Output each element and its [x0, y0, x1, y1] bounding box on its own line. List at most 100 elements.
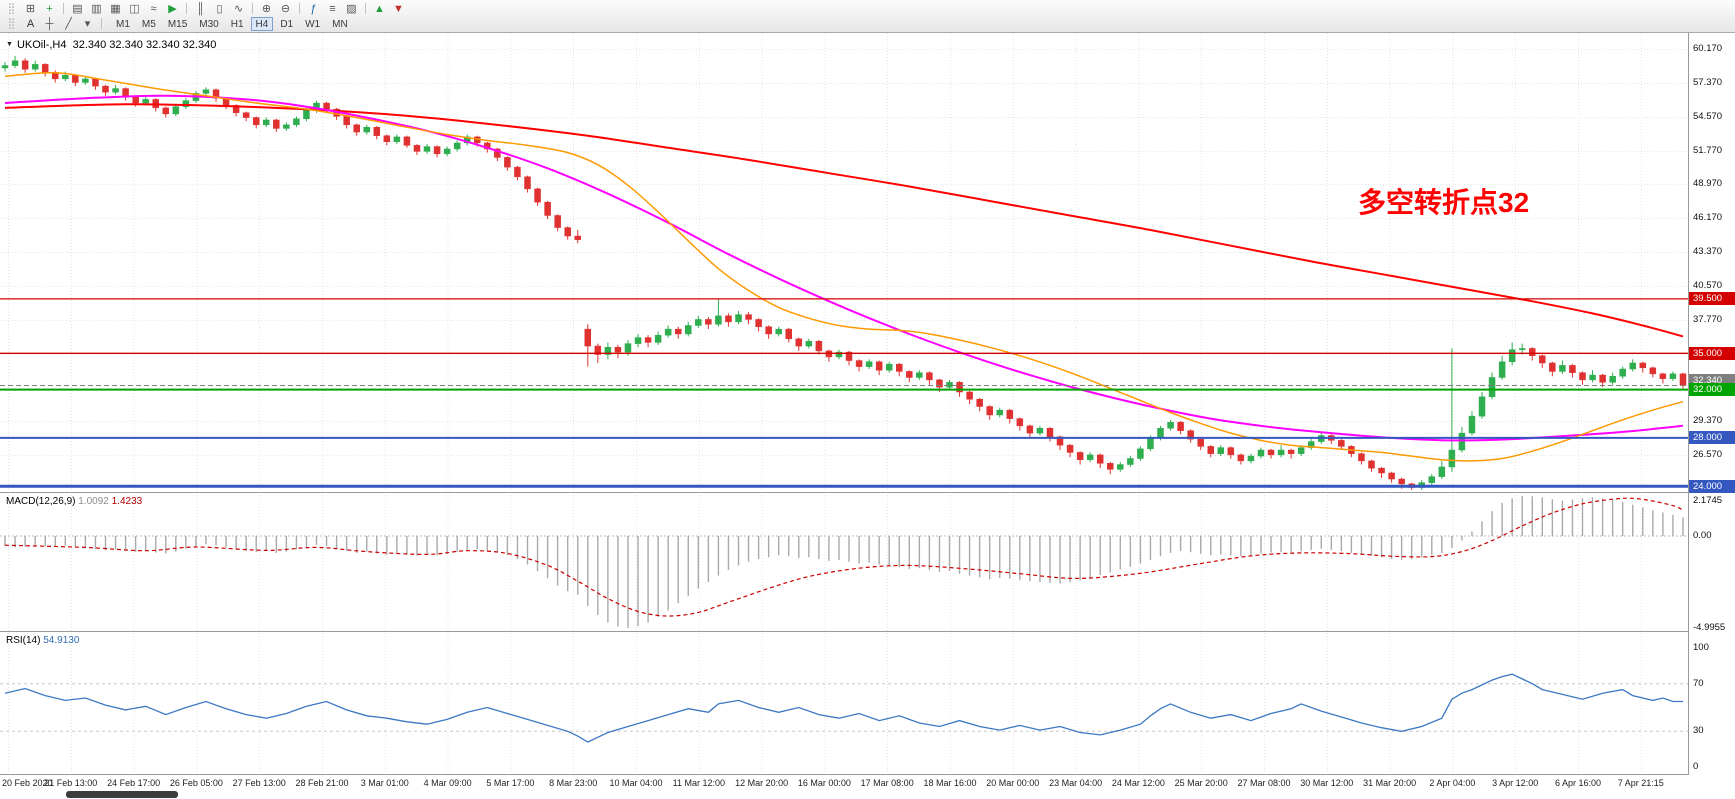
candle-down	[1006, 408, 1014, 424]
candle-up	[1428, 474, 1436, 487]
sell-marker-icon[interactable]: ▼	[393, 2, 404, 15]
chart-canvas[interactable]	[0, 33, 1735, 775]
macd-scale-label: 0.00	[1693, 530, 1712, 541]
candle-down	[976, 398, 983, 412]
candle-down	[1046, 427, 1054, 442]
candle-down	[1177, 421, 1184, 435]
candle-down	[926, 371, 933, 385]
navigator-icon[interactable]: ▦	[110, 2, 121, 15]
new-order-icon[interactable]: +	[46, 2, 53, 15]
data-window-icon[interactable]: ▥	[91, 2, 102, 15]
candle-down	[1659, 372, 1667, 384]
time-scale-label: 6 Apr 16:00	[1554, 778, 1602, 788]
candle-down	[705, 317, 712, 330]
drawing-tools-dropdown-icon[interactable]: ▾	[84, 17, 91, 30]
candle-down	[273, 118, 280, 133]
candle-up	[1438, 460, 1446, 480]
candle-down	[1388, 471, 1395, 483]
candle-down	[815, 340, 823, 355]
time-scale-label: 23 Mar 04:00	[1049, 778, 1103, 788]
macd-signal-value: 1.4233	[111, 496, 143, 507]
candle-up	[363, 124, 370, 135]
time-scale-label: 28 Feb 21:00	[295, 778, 349, 788]
timeframe-H4[interactable]: H4	[250, 16, 274, 31]
candle-down	[574, 229, 581, 244]
candle-down	[514, 165, 521, 181]
macd-indicator-label: MACD(12,26,9) 1.0092 1.4233	[6, 496, 142, 507]
candle-down	[745, 312, 752, 325]
bar-chart-icon[interactable]: ║	[196, 2, 205, 15]
buy-marker-icon[interactable]: ▲	[374, 2, 385, 15]
timeframe-M5[interactable]: M5	[141, 18, 156, 30]
candle-down	[795, 337, 803, 351]
time-scale-label: 10 Mar 04:00	[609, 778, 663, 788]
candle-up	[805, 338, 813, 349]
candle-down	[122, 87, 129, 101]
candle-up	[393, 134, 401, 145]
time-scale-label: 27 Feb 13:00	[232, 778, 286, 788]
price-badge-35.000: 35.000	[1689, 346, 1735, 360]
crosshair-tool-icon[interactable]: ┼	[45, 17, 54, 30]
zoom-in-icon[interactable]: ⊕	[261, 2, 272, 15]
candle-up	[1478, 391, 1486, 419]
candle-down	[1107, 462, 1114, 475]
strategy-tester-icon[interactable]: ≈	[150, 2, 157, 15]
candle-up	[735, 310, 742, 325]
drawing-tools-group: ⣿ A ┼ ╱ ▾	[2, 17, 97, 31]
candle-up	[1117, 462, 1124, 472]
time-axis[interactable]: 20 Feb 2020 21 Feb 13:00 24 Feb 17:00 26 Fe…	[0, 775, 1735, 799]
candle-down	[41, 63, 49, 77]
candle-up	[82, 76, 89, 85]
candlestick-chart-icon[interactable]: ▯	[216, 2, 223, 15]
timeframe-H1[interactable]: H1	[230, 18, 244, 30]
candle-down	[21, 58, 29, 73]
symbol-dropdown-icon[interactable]: ▼	[6, 41, 13, 48]
timeframe-M1[interactable]: M1	[116, 18, 130, 30]
timeframe-W1[interactable]: W1	[305, 18, 321, 30]
terminal-icon[interactable]: ◫	[129, 2, 140, 15]
chart-workspace[interactable]: ▼ UKOil-,H4 32.340 32.340 32.340 32.340 多…	[0, 33, 1735, 775]
candle-down	[554, 214, 561, 232]
toolbar-handle-icon[interactable]: ⣿	[7, 2, 16, 15]
candle-down	[966, 390, 973, 405]
candle-up	[1086, 452, 1094, 463]
macd-scale-label: 2.1745	[1693, 495, 1723, 506]
indicators-icon[interactable]: ƒ	[310, 2, 317, 15]
charts-grid-icon[interactable]: ⊞	[25, 2, 36, 15]
text-label-tool-icon[interactable]: A	[26, 17, 35, 30]
toolbar-handle-icon[interactable]: ⣿	[7, 17, 16, 30]
candle-down	[242, 111, 250, 122]
candle-up	[283, 122, 290, 131]
autotrading-icon[interactable]: ▶	[168, 2, 177, 15]
time-scale-label: 3 Mar 01:00	[360, 778, 409, 788]
candle-down	[1197, 437, 1204, 451]
zoom-out-icon[interactable]: ⊖	[280, 2, 291, 15]
timeframe-M30[interactable]: M30	[199, 18, 219, 30]
market-watch-icon[interactable]: ▤	[72, 2, 83, 15]
time-scale-label: 20 Feb 2020	[2, 778, 53, 788]
trendline-tool-icon[interactable]: ╱	[65, 17, 72, 30]
price-scale-label: 57.370	[1693, 76, 1723, 88]
macd-main-value: 1.0092	[78, 496, 109, 507]
timeframe-M15[interactable]: M15	[167, 18, 188, 30]
candle-up	[1277, 445, 1285, 458]
candle-up	[112, 84, 119, 95]
macd-signal-line	[4, 497, 1684, 617]
price-axis[interactable]: 60.170 57.370 54.570 51.770 48.970 46.170 43.3…	[1689, 33, 1735, 775]
candle-up	[423, 144, 431, 154]
title-ohlc-values: 32.340 32.340 32.340 32.340	[72, 39, 217, 51]
candles-layer	[1, 55, 1687, 490]
line-chart-icon[interactable]: ∿	[233, 2, 244, 15]
candle-up	[634, 333, 642, 348]
time-scale-label: 26 Feb 05:00	[169, 778, 223, 788]
candle-down	[855, 359, 863, 372]
templates-icon[interactable]: ▨	[346, 2, 357, 15]
candle-up	[1, 61, 9, 72]
candle-down	[906, 370, 913, 383]
timeframe-D1[interactable]: D1	[280, 18, 294, 30]
timeframes-menu-icon[interactable]: ≡	[329, 2, 336, 15]
timeframe-MN[interactable]: MN	[332, 18, 348, 30]
time-scale-label: 27 Mar 08:00	[1237, 778, 1291, 788]
candle-up	[996, 407, 1003, 418]
